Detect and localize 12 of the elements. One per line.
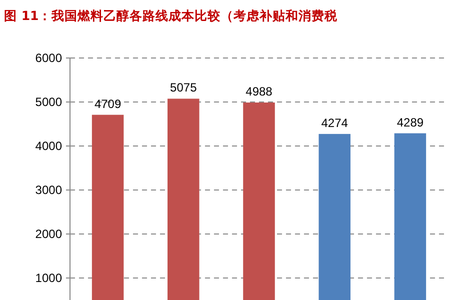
- data-label: 4289: [396, 115, 424, 130]
- data-label: 4709: [94, 96, 122, 111]
- data-label: 4274: [321, 116, 348, 130]
- y-tick-label: 3000: [35, 183, 62, 197]
- y-tick-label: 5000: [35, 95, 62, 109]
- y-tick-label: 1000: [35, 271, 62, 285]
- y-tick-label: 4000: [35, 139, 62, 153]
- chart-title: 图 11：我国燃料乙醇各路线成本比较（考虑补贴和消费税: [4, 8, 339, 23]
- data-label: 4988: [246, 84, 273, 99]
- y-tick-label: 2000: [35, 227, 62, 241]
- data-label: 5075: [170, 80, 198, 95]
- y-tick-label: 6000: [35, 51, 62, 65]
